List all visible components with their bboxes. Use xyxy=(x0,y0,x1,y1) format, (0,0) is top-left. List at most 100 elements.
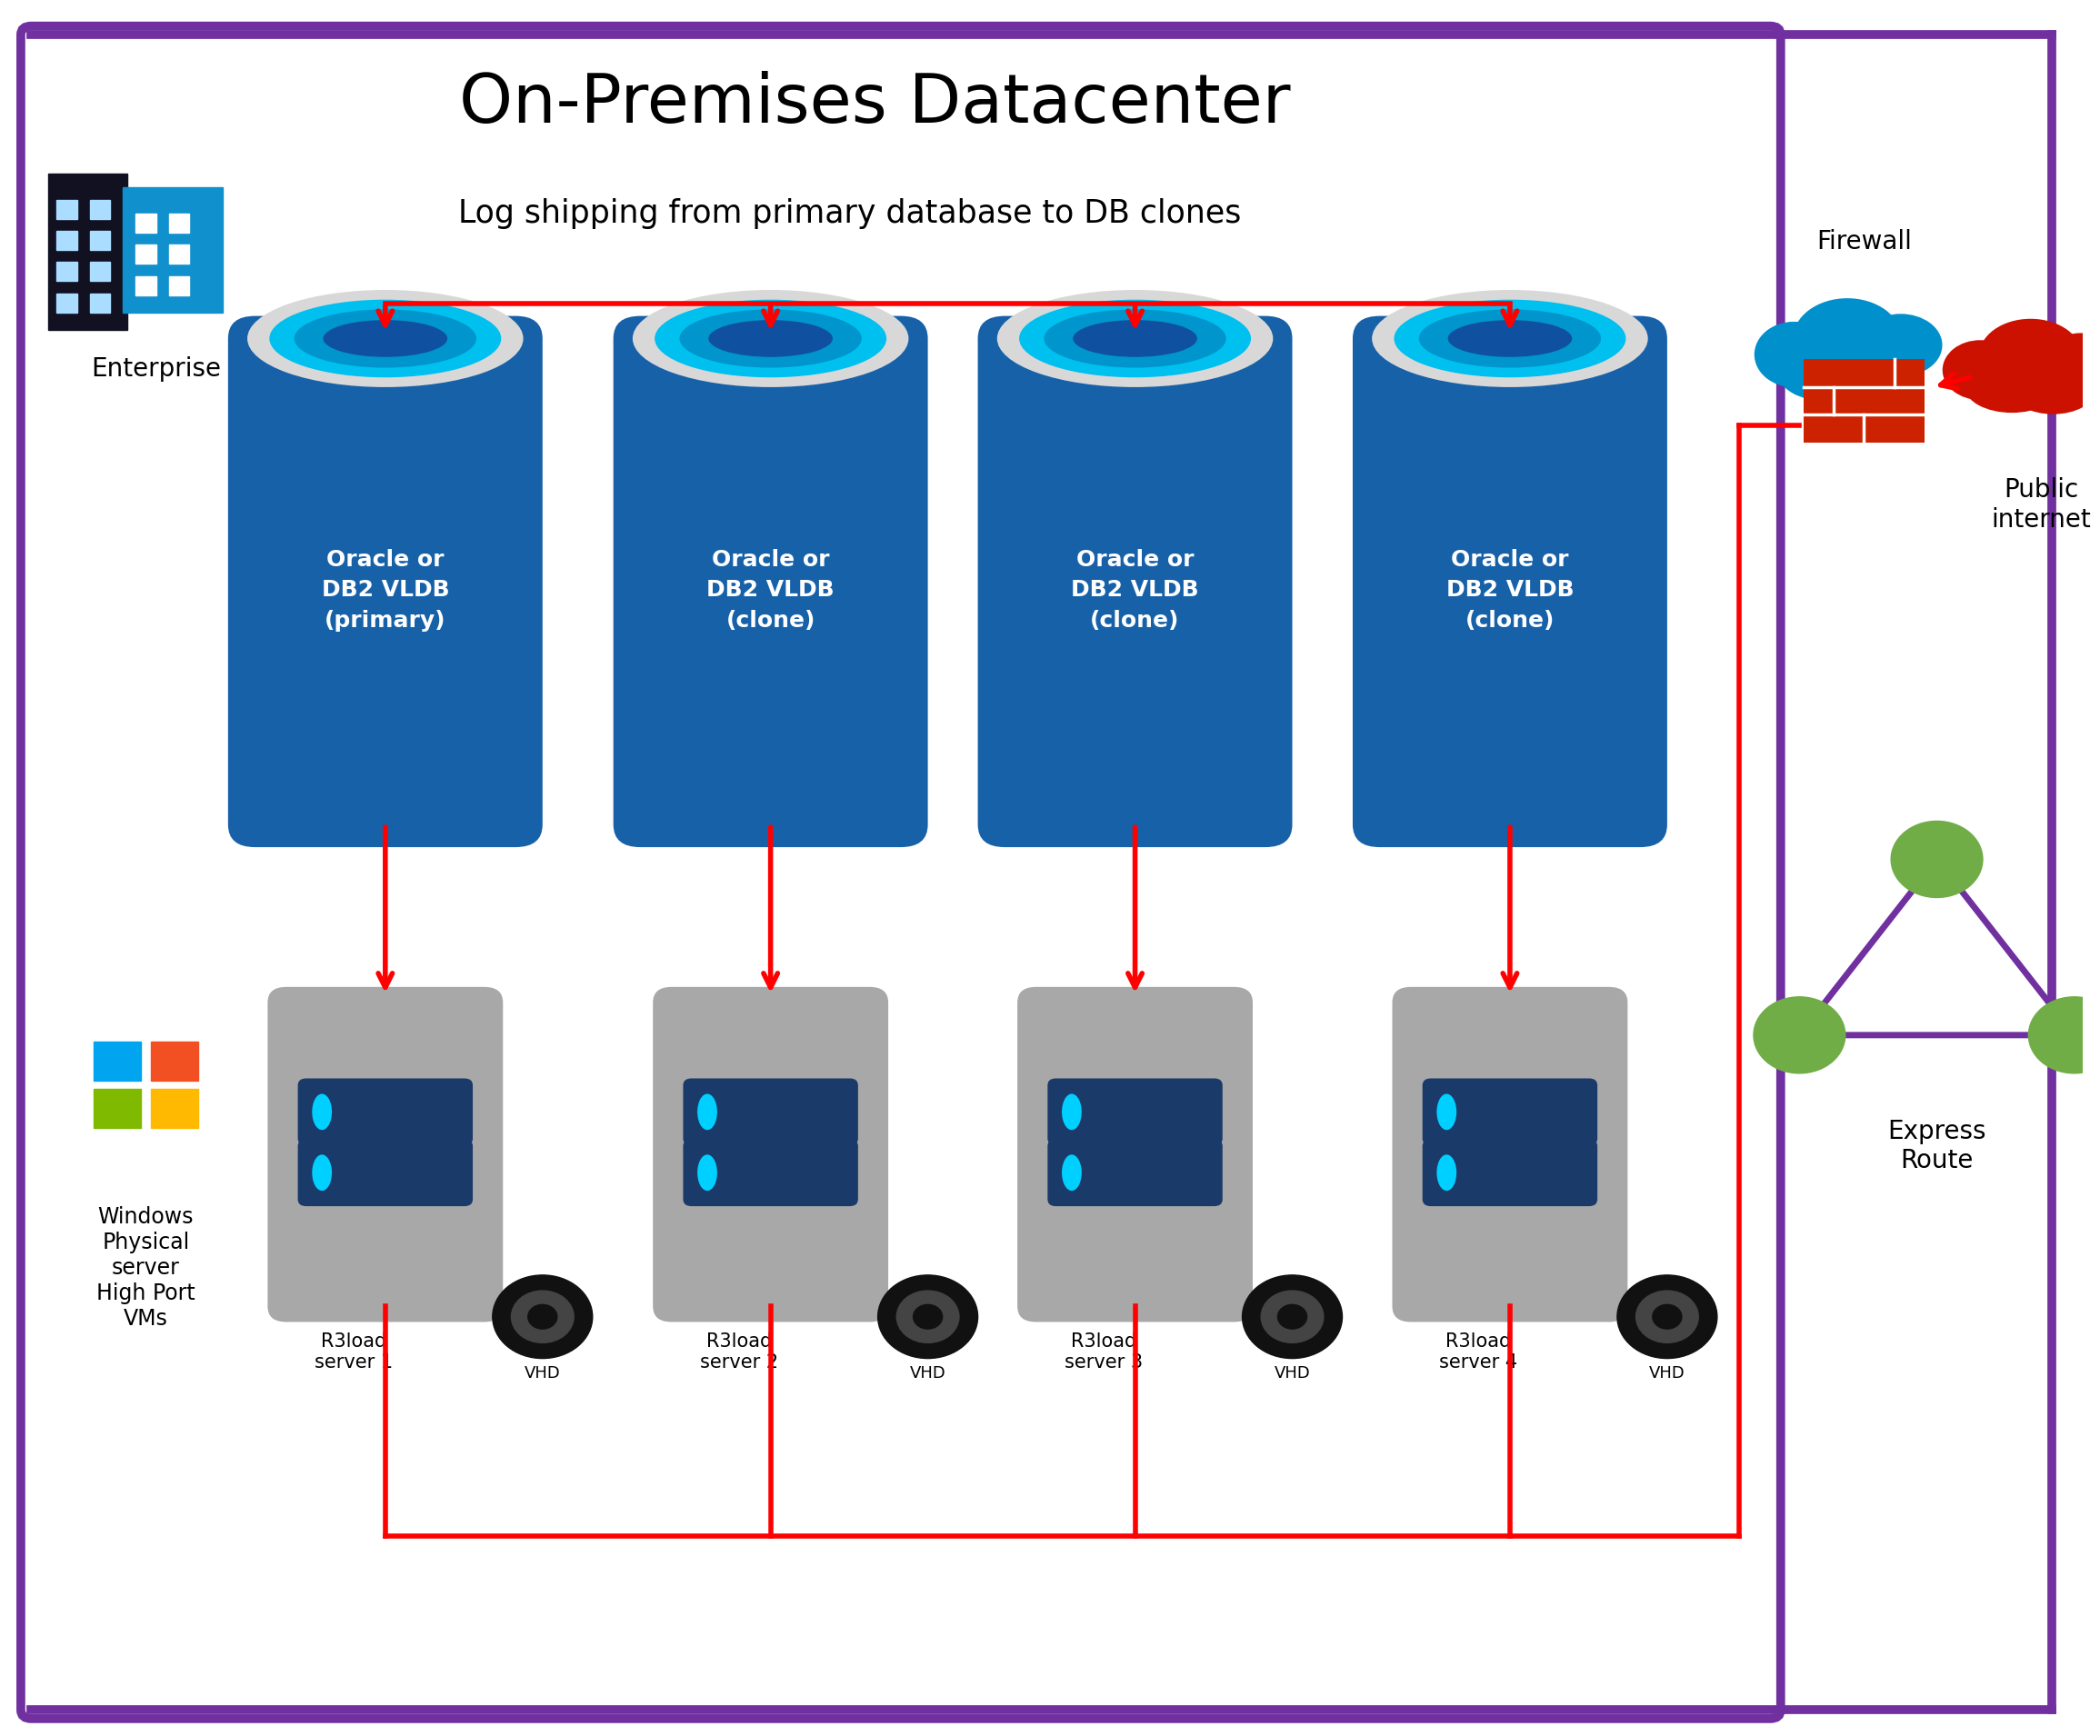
Ellipse shape xyxy=(1044,309,1226,368)
FancyBboxPatch shape xyxy=(229,316,542,847)
Ellipse shape xyxy=(632,290,909,387)
Text: VHD: VHD xyxy=(1648,1364,1684,1382)
FancyBboxPatch shape xyxy=(21,26,1781,1719)
Ellipse shape xyxy=(294,309,477,368)
Ellipse shape xyxy=(1942,340,2018,399)
Text: VHD: VHD xyxy=(909,1364,945,1382)
Ellipse shape xyxy=(1018,300,1252,377)
Circle shape xyxy=(914,1305,943,1330)
FancyBboxPatch shape xyxy=(1352,316,1667,847)
Text: Firewall: Firewall xyxy=(1816,229,1911,255)
Bar xyxy=(57,200,78,219)
Ellipse shape xyxy=(680,309,861,368)
Text: VHD: VHD xyxy=(1275,1364,1310,1382)
FancyBboxPatch shape xyxy=(1422,1078,1598,1146)
Ellipse shape xyxy=(2041,333,2100,391)
Bar xyxy=(168,276,189,295)
Circle shape xyxy=(1636,1290,1699,1344)
Bar xyxy=(168,214,189,233)
Circle shape xyxy=(1243,1274,1342,1358)
Ellipse shape xyxy=(1793,299,1903,380)
Text: Enterprise: Enterprise xyxy=(90,356,220,382)
Circle shape xyxy=(2029,996,2100,1073)
Ellipse shape xyxy=(1073,319,1197,358)
Bar xyxy=(134,245,155,264)
Bar xyxy=(168,245,189,264)
Circle shape xyxy=(1617,1274,1718,1358)
Circle shape xyxy=(878,1274,979,1358)
FancyBboxPatch shape xyxy=(1422,1139,1598,1207)
Ellipse shape xyxy=(1978,319,2081,392)
Ellipse shape xyxy=(1063,1154,1081,1191)
Bar xyxy=(57,262,78,281)
Ellipse shape xyxy=(269,300,502,377)
Bar xyxy=(90,231,111,250)
FancyBboxPatch shape xyxy=(1048,1139,1222,1207)
Bar xyxy=(90,293,111,312)
FancyBboxPatch shape xyxy=(267,986,504,1323)
Ellipse shape xyxy=(1436,1154,1457,1191)
Text: Log shipping from primary database to DB clones: Log shipping from primary database to DB… xyxy=(458,198,1241,229)
Ellipse shape xyxy=(313,1094,332,1130)
FancyBboxPatch shape xyxy=(613,316,928,847)
Ellipse shape xyxy=(1827,351,1915,403)
Ellipse shape xyxy=(998,290,1273,387)
Bar xyxy=(151,1042,197,1082)
Ellipse shape xyxy=(313,1154,332,1191)
Bar xyxy=(90,262,111,281)
FancyBboxPatch shape xyxy=(1016,986,1254,1323)
Circle shape xyxy=(1262,1290,1323,1344)
FancyBboxPatch shape xyxy=(1048,1078,1222,1146)
Text: Windows
Physical
server
High Port
VMs: Windows Physical server High Port VMs xyxy=(97,1207,195,1330)
Circle shape xyxy=(1753,996,1846,1073)
Ellipse shape xyxy=(708,319,834,358)
Circle shape xyxy=(510,1290,573,1344)
FancyBboxPatch shape xyxy=(298,1078,472,1146)
Ellipse shape xyxy=(1966,361,2058,413)
Bar xyxy=(1804,359,1924,443)
Circle shape xyxy=(1277,1305,1306,1330)
Text: VHD: VHD xyxy=(525,1364,561,1382)
Ellipse shape xyxy=(323,319,447,358)
Ellipse shape xyxy=(1394,300,1625,377)
Text: Oracle or
DB2 VLDB
(primary): Oracle or DB2 VLDB (primary) xyxy=(321,549,449,632)
Ellipse shape xyxy=(1858,314,1942,377)
Bar xyxy=(90,200,111,219)
Text: On-Premises Datacenter: On-Premises Datacenter xyxy=(460,71,1292,137)
Text: Express
Route: Express Route xyxy=(1888,1118,1987,1174)
Circle shape xyxy=(897,1290,960,1344)
Ellipse shape xyxy=(1753,321,1833,387)
Ellipse shape xyxy=(1371,290,1648,387)
Bar xyxy=(57,231,78,250)
Bar xyxy=(48,174,126,330)
Ellipse shape xyxy=(1436,1094,1457,1130)
Bar xyxy=(94,1042,141,1082)
Bar xyxy=(134,276,155,295)
Bar xyxy=(151,1088,197,1128)
Circle shape xyxy=(1892,821,1982,898)
Text: Oracle or
DB2 VLDB
(clone): Oracle or DB2 VLDB (clone) xyxy=(1071,549,1199,632)
Text: Oracle or
DB2 VLDB
(clone): Oracle or DB2 VLDB (clone) xyxy=(1447,549,1573,632)
Bar xyxy=(94,1088,141,1128)
Ellipse shape xyxy=(1420,309,1600,368)
FancyBboxPatch shape xyxy=(653,986,888,1323)
Bar xyxy=(57,293,78,312)
Ellipse shape xyxy=(1447,319,1573,358)
FancyBboxPatch shape xyxy=(682,1139,859,1207)
Text: R3load
server 2: R3load server 2 xyxy=(699,1333,779,1371)
Bar xyxy=(134,214,155,233)
Ellipse shape xyxy=(1779,345,1877,401)
Ellipse shape xyxy=(248,290,523,387)
Ellipse shape xyxy=(655,300,886,377)
Circle shape xyxy=(494,1274,592,1358)
Text: R3load
server 4: R3load server 4 xyxy=(1438,1333,1518,1371)
FancyBboxPatch shape xyxy=(979,316,1292,847)
Ellipse shape xyxy=(697,1154,718,1191)
Ellipse shape xyxy=(697,1094,718,1130)
Text: Public
internet: Public internet xyxy=(1991,477,2092,533)
Bar xyxy=(124,187,223,312)
Text: R3load
server 1: R3load server 1 xyxy=(315,1333,393,1371)
FancyBboxPatch shape xyxy=(298,1139,472,1207)
Text: Oracle or
DB2 VLDB
(clone): Oracle or DB2 VLDB (clone) xyxy=(708,549,834,632)
Ellipse shape xyxy=(1063,1094,1081,1130)
